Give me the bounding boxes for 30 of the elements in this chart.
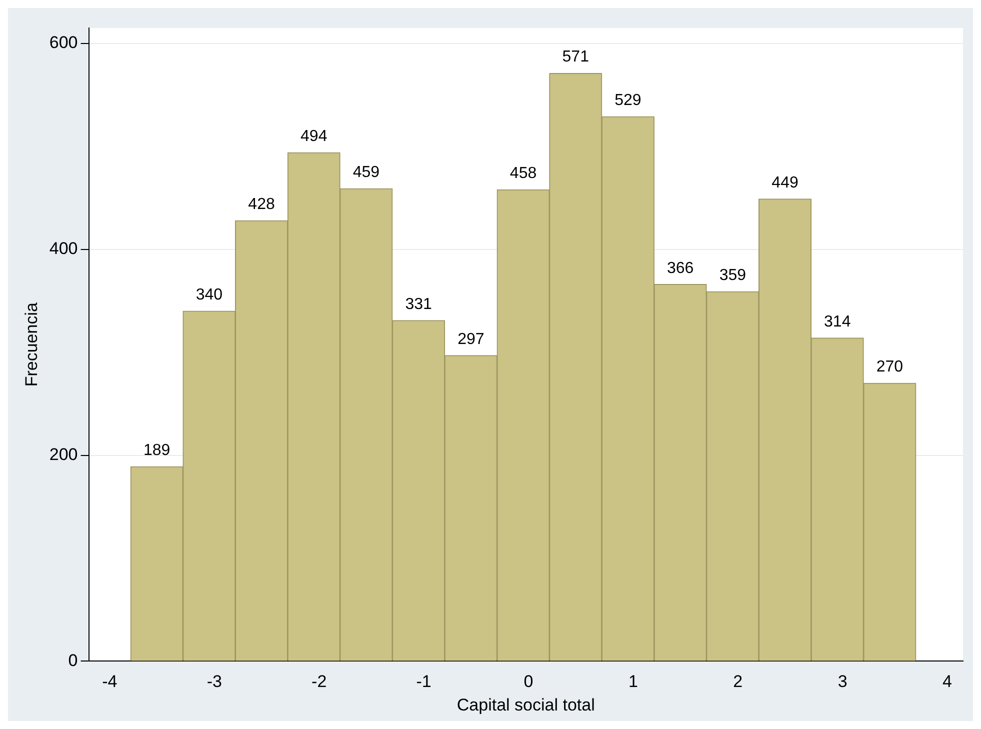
data-label: 428 xyxy=(248,196,275,213)
x-tick-label: 4 xyxy=(942,672,952,692)
data-label: 189 xyxy=(143,442,170,460)
x-tick-label: 0 xyxy=(524,672,534,692)
data-label: 359 xyxy=(719,266,746,284)
y-tick-label: 0 xyxy=(68,650,78,670)
data-label: 340 xyxy=(196,286,223,304)
x-tick-label: 3 xyxy=(838,672,848,692)
x-tick-label: 2 xyxy=(733,672,743,692)
x-axis-title: Capital social total xyxy=(456,695,595,714)
data-label: 314 xyxy=(824,313,851,330)
data-label: 458 xyxy=(510,165,537,182)
data-label: 297 xyxy=(458,330,484,348)
data-label: 331 xyxy=(405,296,432,313)
y-tick-label: 200 xyxy=(49,444,78,464)
data-label: 571 xyxy=(562,48,590,66)
data-label: 459 xyxy=(352,164,380,182)
data-label: 529 xyxy=(614,92,642,109)
y-axis-title: Frecuencia xyxy=(22,302,41,387)
y-tick-label: 400 xyxy=(49,239,78,258)
y-tick-label: 600 xyxy=(49,33,78,52)
data-label: 270 xyxy=(876,358,904,376)
data-label: 366 xyxy=(666,260,694,277)
data-label: 449 xyxy=(772,174,798,192)
x-tick-label: -4 xyxy=(102,672,118,692)
x-tick-label: -2 xyxy=(312,672,327,692)
data-label: 494 xyxy=(300,128,328,145)
x-tick-label: 1 xyxy=(628,672,638,692)
x-tick-label: -3 xyxy=(206,672,222,692)
x-tick-label: -1 xyxy=(416,672,432,692)
